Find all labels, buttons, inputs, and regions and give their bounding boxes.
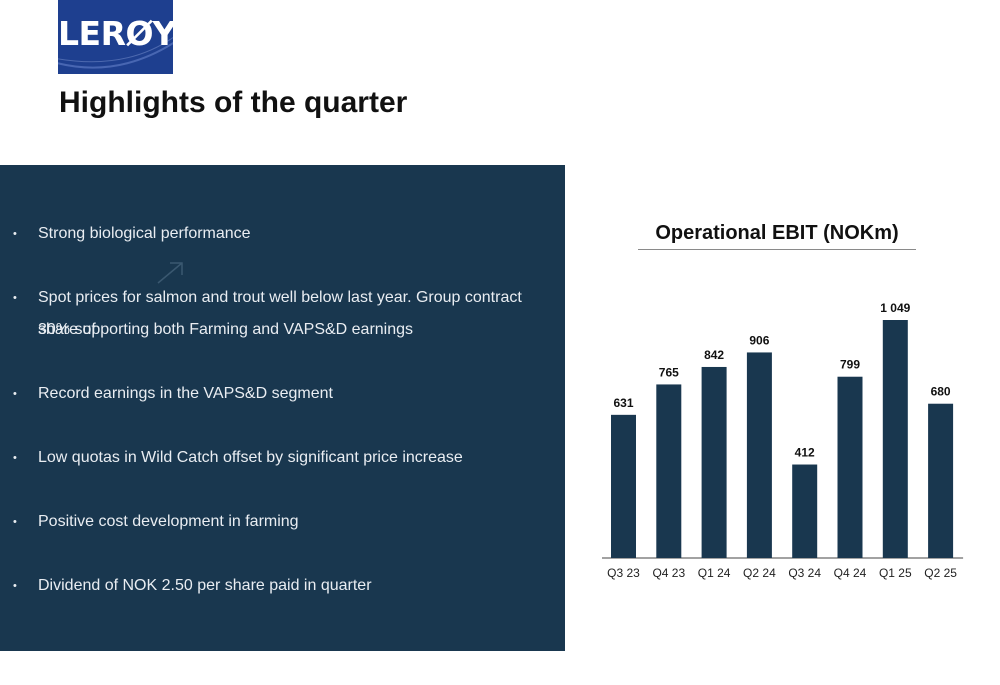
arrow-icon	[157, 262, 183, 284]
bar-value-label: 1 049	[880, 301, 910, 315]
bar-q2-24	[746, 352, 772, 558]
bullet-icon: •	[13, 292, 17, 304]
bullet-icon: •	[13, 580, 17, 592]
highlight-text: Low quotas in Wild Catch offset by signi…	[38, 449, 463, 466]
bullet-icon: •	[13, 516, 17, 528]
bar-value-label: 799	[840, 358, 860, 372]
bullet-icon: •	[13, 228, 17, 240]
bullet-icon: •	[13, 388, 17, 400]
highlight-text: Dividend of NOK 2.50 per share paid in q…	[38, 577, 372, 594]
highlights-panel	[0, 165, 565, 651]
chart-title-underline	[638, 249, 916, 250]
bar-value-label: 842	[704, 348, 724, 362]
x-tick-label: Q3 23	[607, 566, 640, 580]
bar-q4-23	[656, 384, 682, 558]
page-title: Highlights of the quarter	[59, 86, 408, 119]
bar-value-label: 765	[659, 365, 679, 379]
highlight-text: Record earnings in the VAPS&D segment	[38, 385, 333, 402]
x-tick-label: Q4 24	[834, 566, 867, 580]
highlight-text: Positive cost development in farming	[38, 513, 299, 530]
x-tick-label: Q2 24	[743, 566, 776, 580]
bar-value-label: 412	[795, 446, 815, 460]
bar-value-label: 680	[931, 385, 951, 399]
x-tick-label: Q4 23	[652, 566, 685, 580]
chart-title: Operational EBIT (NOKm)	[655, 222, 899, 244]
bar-value-label: 906	[749, 333, 769, 347]
logo-text: LERØY	[58, 14, 173, 53]
x-tick-label: Q1 24	[698, 566, 731, 580]
highlight-text: Spot prices for salmon and trout well be…	[38, 289, 522, 338]
bar-q1-24	[701, 366, 727, 558]
bar-value-label: 631	[613, 396, 633, 410]
x-tick-label: Q3 24	[788, 566, 821, 580]
bar-q4-24	[837, 376, 863, 558]
bar-q1-25	[882, 320, 908, 558]
highlight-text: Strong biological performance	[38, 225, 251, 242]
bullet-icon: •	[13, 452, 17, 464]
ebit-bar-chart: 631 Q3 23 765 Q4 23 842 Q1 24 906 Q2 24 412 Q3 24…	[602, 301, 964, 580]
x-tick-label: Q2 25	[924, 566, 957, 580]
bar-q2-25	[928, 403, 954, 558]
bar-q3-24	[792, 464, 818, 558]
logo-swoosh	[58, 36, 173, 69]
leroy-logo: LERØY	[58, 0, 173, 74]
x-tick-label: Q1 25	[879, 566, 912, 580]
bar-q3-23	[611, 414, 636, 558]
highlight-text: 30% supporting both Farming and VAPS&D e…	[38, 321, 414, 338]
